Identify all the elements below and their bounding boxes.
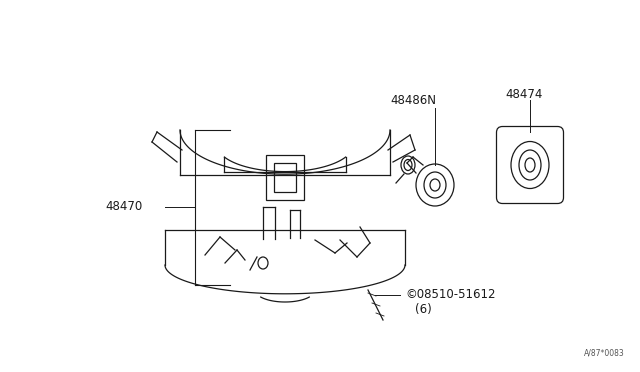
Text: 48470: 48470 (105, 201, 142, 214)
Text: A/87*0083: A/87*0083 (584, 349, 625, 358)
Text: ©08510-51612: ©08510-51612 (405, 289, 495, 301)
Text: 48486N: 48486N (390, 93, 436, 106)
Text: 48474: 48474 (505, 89, 542, 102)
Bar (274, 163, 296, 192)
Text: (6): (6) (415, 304, 432, 317)
Bar (266, 155, 304, 200)
